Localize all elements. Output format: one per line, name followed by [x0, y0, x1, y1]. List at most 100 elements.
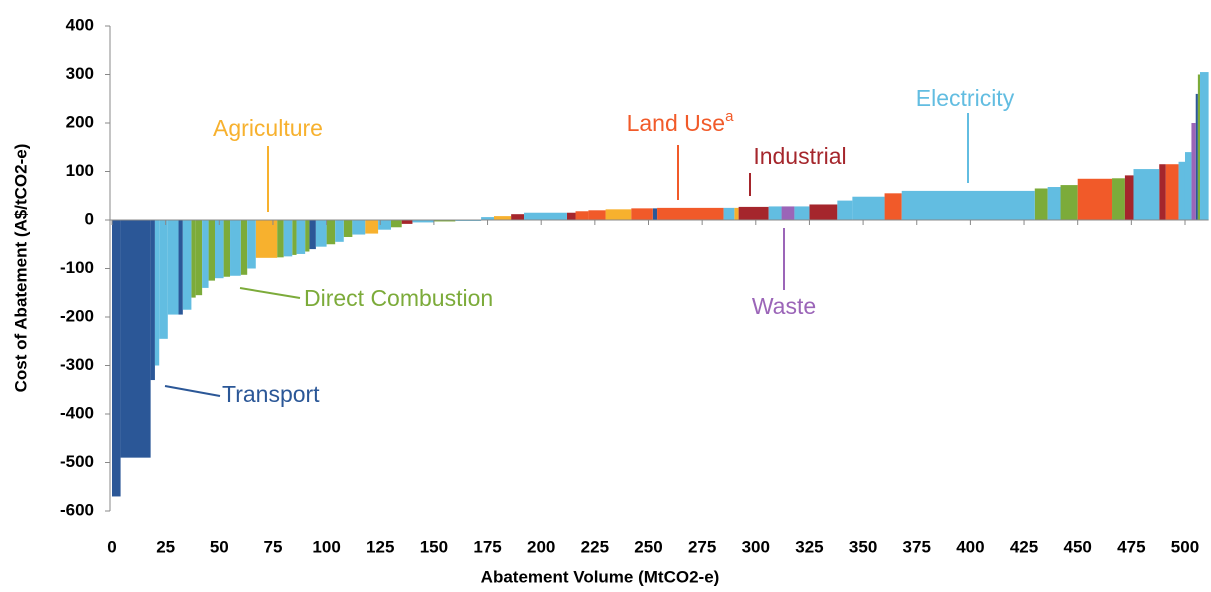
sector-name: Industrial [753, 143, 846, 169]
bar [1159, 164, 1166, 220]
sector-label: Agriculture [213, 115, 323, 141]
bar [112, 220, 121, 497]
bar [223, 220, 231, 277]
sector-name: Direct Combustion [304, 285, 493, 311]
bar [837, 200, 853, 220]
y-tick-label: 0 [85, 209, 94, 228]
bar [723, 207, 735, 220]
bar [1124, 175, 1134, 220]
bar [1200, 72, 1209, 220]
y-tick-label: -600 [60, 500, 94, 519]
bar [390, 220, 402, 228]
x-tick-label: 0 [107, 537, 116, 556]
bar [566, 212, 576, 220]
x-tick-label: 275 [688, 537, 716, 556]
y-tick-label: -500 [60, 452, 94, 471]
bar [1197, 74, 1201, 220]
sector-label: Direct Combustion [304, 285, 493, 311]
x-tick-label: 100 [312, 537, 340, 556]
sector-label: Land Usea [627, 108, 734, 136]
axes: -600 -500 -400 -300 -200 -100 0 100 200 300 400 0 25… [60, 15, 1209, 556]
bar [901, 190, 1035, 220]
x-tick-label: 200 [527, 537, 555, 556]
sector-label: Industrial [753, 143, 846, 169]
sector-name: Agriculture [213, 115, 323, 141]
bar [247, 220, 256, 269]
bar [305, 220, 310, 252]
bar [230, 220, 241, 276]
bars [112, 72, 1209, 497]
bar [605, 209, 632, 220]
y-tick-label: 400 [66, 15, 94, 34]
bar [191, 220, 196, 298]
x-tick-label: 350 [849, 537, 877, 556]
sector-name: Waste [752, 293, 816, 319]
x-tick-label: 175 [473, 537, 501, 556]
bar [277, 220, 284, 258]
bar [167, 220, 179, 315]
bar [1133, 169, 1160, 220]
bar [1112, 178, 1125, 220]
x-tick-label: 475 [1117, 537, 1145, 556]
y-tick-label: 100 [66, 161, 94, 180]
bar [588, 210, 606, 220]
sector-name: Land Use [627, 110, 725, 136]
y-tick-label: -100 [60, 258, 94, 277]
bar [352, 220, 366, 235]
bar [292, 220, 297, 255]
bar [240, 220, 248, 275]
bar [1060, 185, 1078, 220]
x-axis-title: Abatement Volume (MtCO2-e) [481, 567, 720, 586]
bar [335, 220, 344, 242]
bar [283, 220, 293, 257]
x-tick-label: 375 [903, 537, 931, 556]
sector-name: Electricity [916, 85, 1015, 111]
bar [120, 220, 151, 458]
bar [809, 204, 838, 220]
x-tick-label: 125 [366, 537, 394, 556]
x-tick-label: 425 [1010, 537, 1038, 556]
bar [781, 206, 795, 220]
bar [657, 207, 724, 220]
bar [852, 196, 885, 220]
x-tick-label: 50 [210, 537, 229, 556]
y-tick-label: -300 [60, 355, 94, 374]
bar [631, 208, 653, 220]
bar [343, 220, 353, 237]
bar [575, 211, 589, 220]
bar [1191, 123, 1196, 220]
sector-label: Waste [752, 293, 816, 319]
bar [378, 220, 391, 230]
bar [511, 214, 525, 220]
bar [150, 220, 155, 381]
bar [433, 220, 456, 222]
x-tick-label: 400 [956, 537, 984, 556]
bar [652, 208, 658, 220]
leader-line [164, 385, 221, 397]
bar [768, 206, 782, 220]
sector-label: Electricity [916, 85, 1015, 111]
bar [884, 193, 902, 220]
bar [309, 220, 316, 250]
bar [255, 220, 278, 258]
bar [1047, 187, 1061, 220]
bar [734, 207, 739, 220]
bar [182, 220, 192, 310]
x-tick-label: 75 [263, 537, 282, 556]
y-tick-label: 200 [66, 112, 94, 131]
sector-name: Transport [222, 381, 320, 407]
bar [493, 216, 512, 220]
y-tick-label: -400 [60, 403, 94, 422]
x-tick-label: 450 [1064, 537, 1092, 556]
bar [195, 220, 203, 296]
x-tick-label: 500 [1171, 537, 1199, 556]
sector-label: Transport [222, 381, 320, 407]
bar [315, 220, 327, 247]
y-axis-title: Cost of Abatement (A$/tCO2-e) [11, 144, 30, 393]
bar [1034, 188, 1048, 220]
bar [524, 212, 567, 220]
y-tick-label: -200 [60, 306, 94, 325]
bar [365, 220, 379, 234]
bar [326, 220, 336, 245]
bar [412, 220, 434, 223]
